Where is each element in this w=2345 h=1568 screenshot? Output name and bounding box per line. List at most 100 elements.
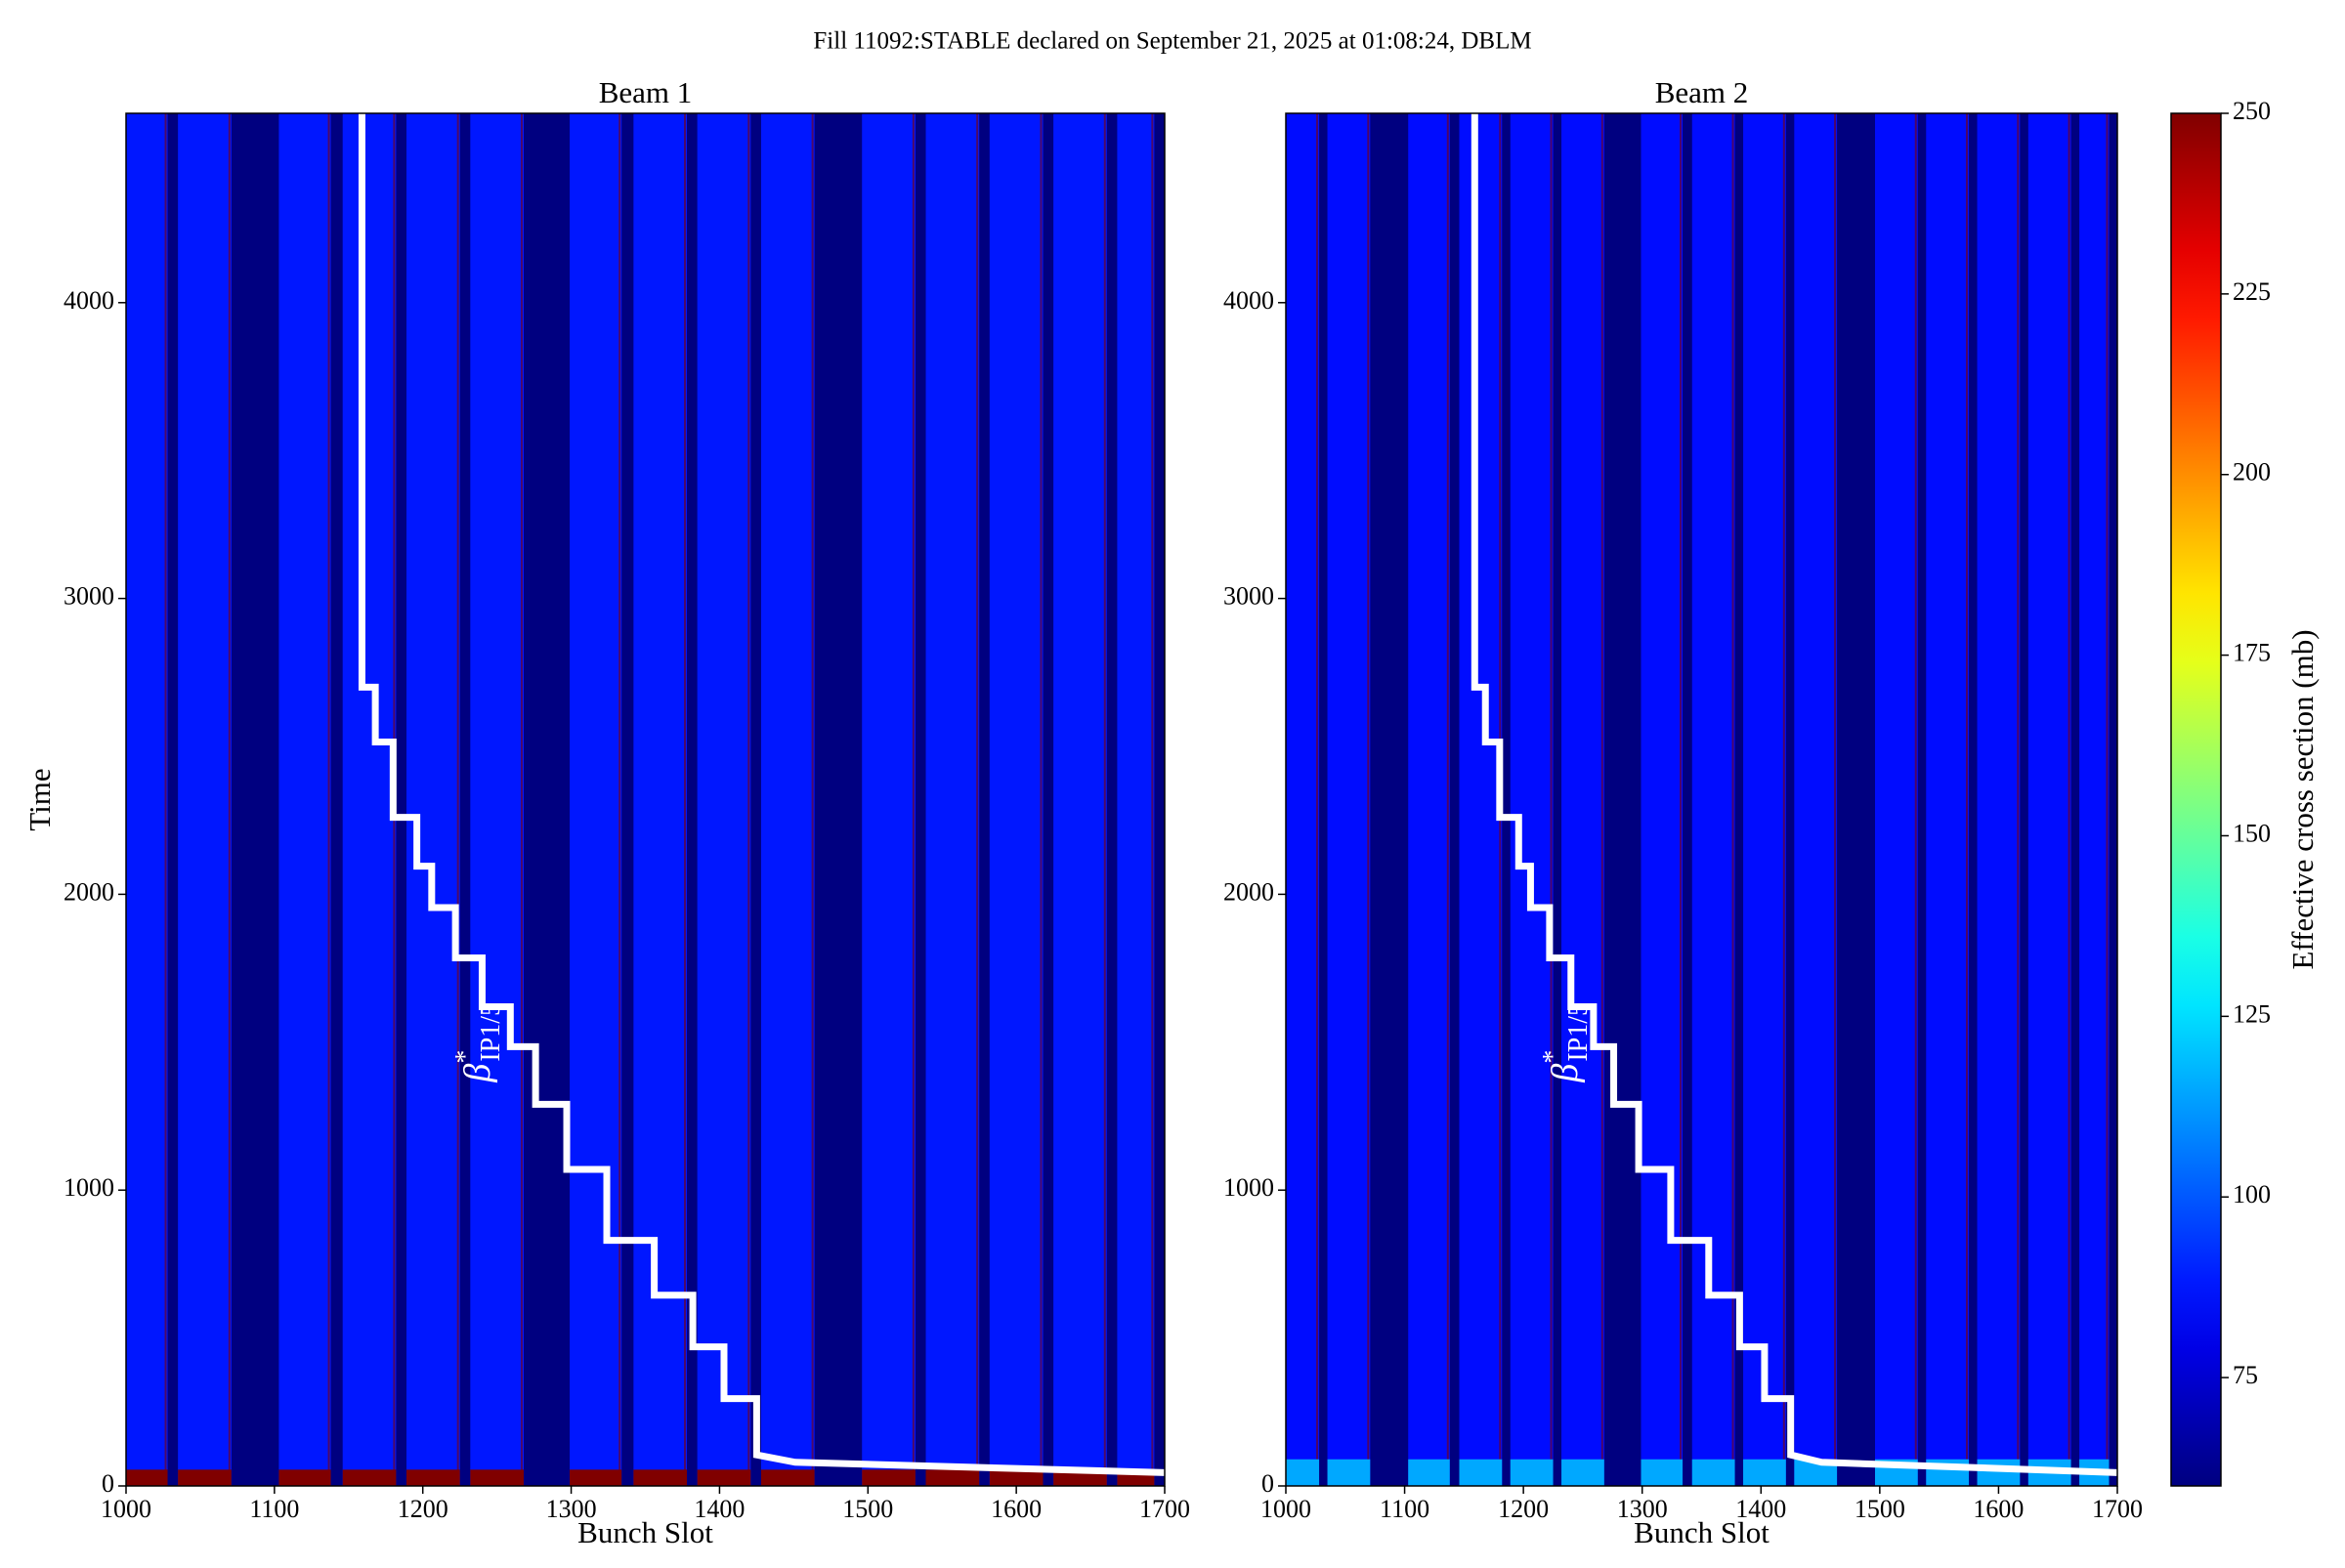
bunch-train [862, 113, 916, 1486]
early-block [470, 1469, 524, 1486]
figure-title: Fill 11092:STABLE declared on September … [813, 28, 1531, 55]
bunch-train [1286, 113, 1320, 1486]
colorbar-tick-label: 175 [2233, 639, 2271, 667]
beta-star-label: β*IP1/5 [450, 1002, 506, 1083]
panel-title: Beam 1 [599, 75, 693, 109]
bunch-train [633, 113, 688, 1486]
colorbar-label: Effective cross section (mb) [2285, 629, 2320, 969]
x-tick-label: 1500 [842, 1495, 893, 1523]
bunch-train [989, 113, 1044, 1486]
bunch-train [1117, 113, 1155, 1486]
early-block [1691, 1459, 1735, 1486]
x-tick-label: 1700 [2092, 1495, 2143, 1523]
x-tick-label: 1600 [991, 1495, 1042, 1523]
colorbar-tick-label: 75 [2233, 1361, 2258, 1389]
bunch-train [1691, 113, 1735, 1486]
bunch-train [1641, 113, 1684, 1486]
beta-star-line [358, 113, 1166, 1476]
bunch-train [1794, 113, 1838, 1486]
beta-sub: IP1/5 [1563, 1002, 1594, 1062]
colorbar-tick-label: 150 [2233, 819, 2271, 847]
bunch-train [1053, 113, 1107, 1486]
early-block [1641, 1459, 1684, 1486]
x-tick-label: 1100 [249, 1495, 299, 1523]
bunch-train [1926, 113, 1970, 1486]
bunch-train [406, 113, 460, 1486]
colorbar-tick-label: 225 [2233, 277, 2271, 306]
bunch-train [342, 113, 397, 1486]
early-block [1977, 1459, 2021, 1486]
bunch-train [1408, 113, 1450, 1486]
beta-symbol: β [1545, 1064, 1586, 1083]
y-tick-label: 2000 [64, 877, 114, 906]
bunch-train [2027, 113, 2071, 1486]
early-block [989, 1469, 1044, 1486]
bunch-train [126, 113, 168, 1486]
x-tick-label: 1000 [1260, 1495, 1311, 1523]
beta-sup: * [450, 1050, 481, 1064]
early-block [1286, 1459, 1320, 1486]
early-block [278, 1469, 331, 1486]
early-block [697, 1469, 751, 1486]
colorbar-tick-label: 200 [2233, 458, 2271, 487]
x-tick-label: 1600 [1973, 1495, 2024, 1523]
bunch-train [1561, 113, 1604, 1486]
x-axis-label: Bunch Slot [1634, 1515, 1769, 1549]
x-tick-label: 1200 [1498, 1495, 1549, 1523]
early-block [342, 1469, 397, 1486]
y-tick-label: 1000 [1223, 1173, 1274, 1202]
x-tick-label: 1200 [398, 1495, 448, 1523]
axes-frame [125, 112, 1166, 1487]
colorbar-tick-label: 250 [2233, 97, 2271, 125]
early-block [862, 1469, 916, 1486]
x-tick-label: 1300 [1617, 1495, 1668, 1523]
y-tick-label: 4000 [1223, 286, 1274, 315]
x-axis-label: Bunch Slot [577, 1515, 713, 1549]
y-tick-label: 0 [1261, 1469, 1274, 1498]
bunch-train [570, 113, 622, 1486]
x-tick-label: 1400 [694, 1495, 745, 1523]
x-tick-label: 1100 [1380, 1495, 1429, 1523]
colorbar [2170, 112, 2222, 1487]
bunch-train [697, 113, 751, 1486]
beta-sup: * [1538, 1050, 1568, 1064]
early-block [1408, 1459, 1450, 1486]
early-block [760, 1469, 815, 1486]
bunch-train [925, 113, 980, 1486]
early-block [178, 1469, 232, 1486]
early-block [1459, 1459, 1503, 1486]
beta-sub: IP1/5 [476, 1002, 506, 1062]
y-tick-label: 2000 [1223, 877, 1274, 906]
x-tick-label: 1700 [1139, 1495, 1190, 1523]
bunch-train [760, 113, 815, 1486]
y-tick-label: 1000 [64, 1173, 114, 1202]
y-tick-label: 3000 [64, 582, 114, 611]
early-block [406, 1469, 460, 1486]
bunch-train [2079, 113, 2110, 1486]
colorbar-tick-label: 125 [2233, 999, 2271, 1028]
beta-star-label: β*IP1/5 [1538, 1002, 1594, 1083]
early-block [126, 1469, 168, 1486]
x-tick-label: 1000 [101, 1495, 151, 1523]
bunch-train [470, 113, 524, 1486]
y-tick-label: 3000 [1223, 582, 1274, 611]
bunch-train [1743, 113, 1786, 1486]
axes-frame [1285, 112, 2118, 1487]
bunch-train [178, 113, 232, 1486]
early-block [1561, 1459, 1604, 1486]
bunch-train [1327, 113, 1371, 1486]
early-block [570, 1469, 622, 1486]
early-block [925, 1469, 980, 1486]
y-tick-label: 0 [102, 1469, 114, 1498]
y-tick-label: 4000 [64, 286, 114, 315]
panel-title: Beam 2 [1655, 75, 1749, 109]
y-axis-label: Time [22, 768, 57, 830]
x-tick-label: 1300 [546, 1495, 597, 1523]
x-tick-label: 1500 [1855, 1495, 1905, 1523]
beta-symbol: β [457, 1064, 498, 1083]
early-block [1510, 1459, 1554, 1486]
x-tick-label: 1400 [1735, 1495, 1786, 1523]
bunch-train [1459, 113, 1503, 1486]
